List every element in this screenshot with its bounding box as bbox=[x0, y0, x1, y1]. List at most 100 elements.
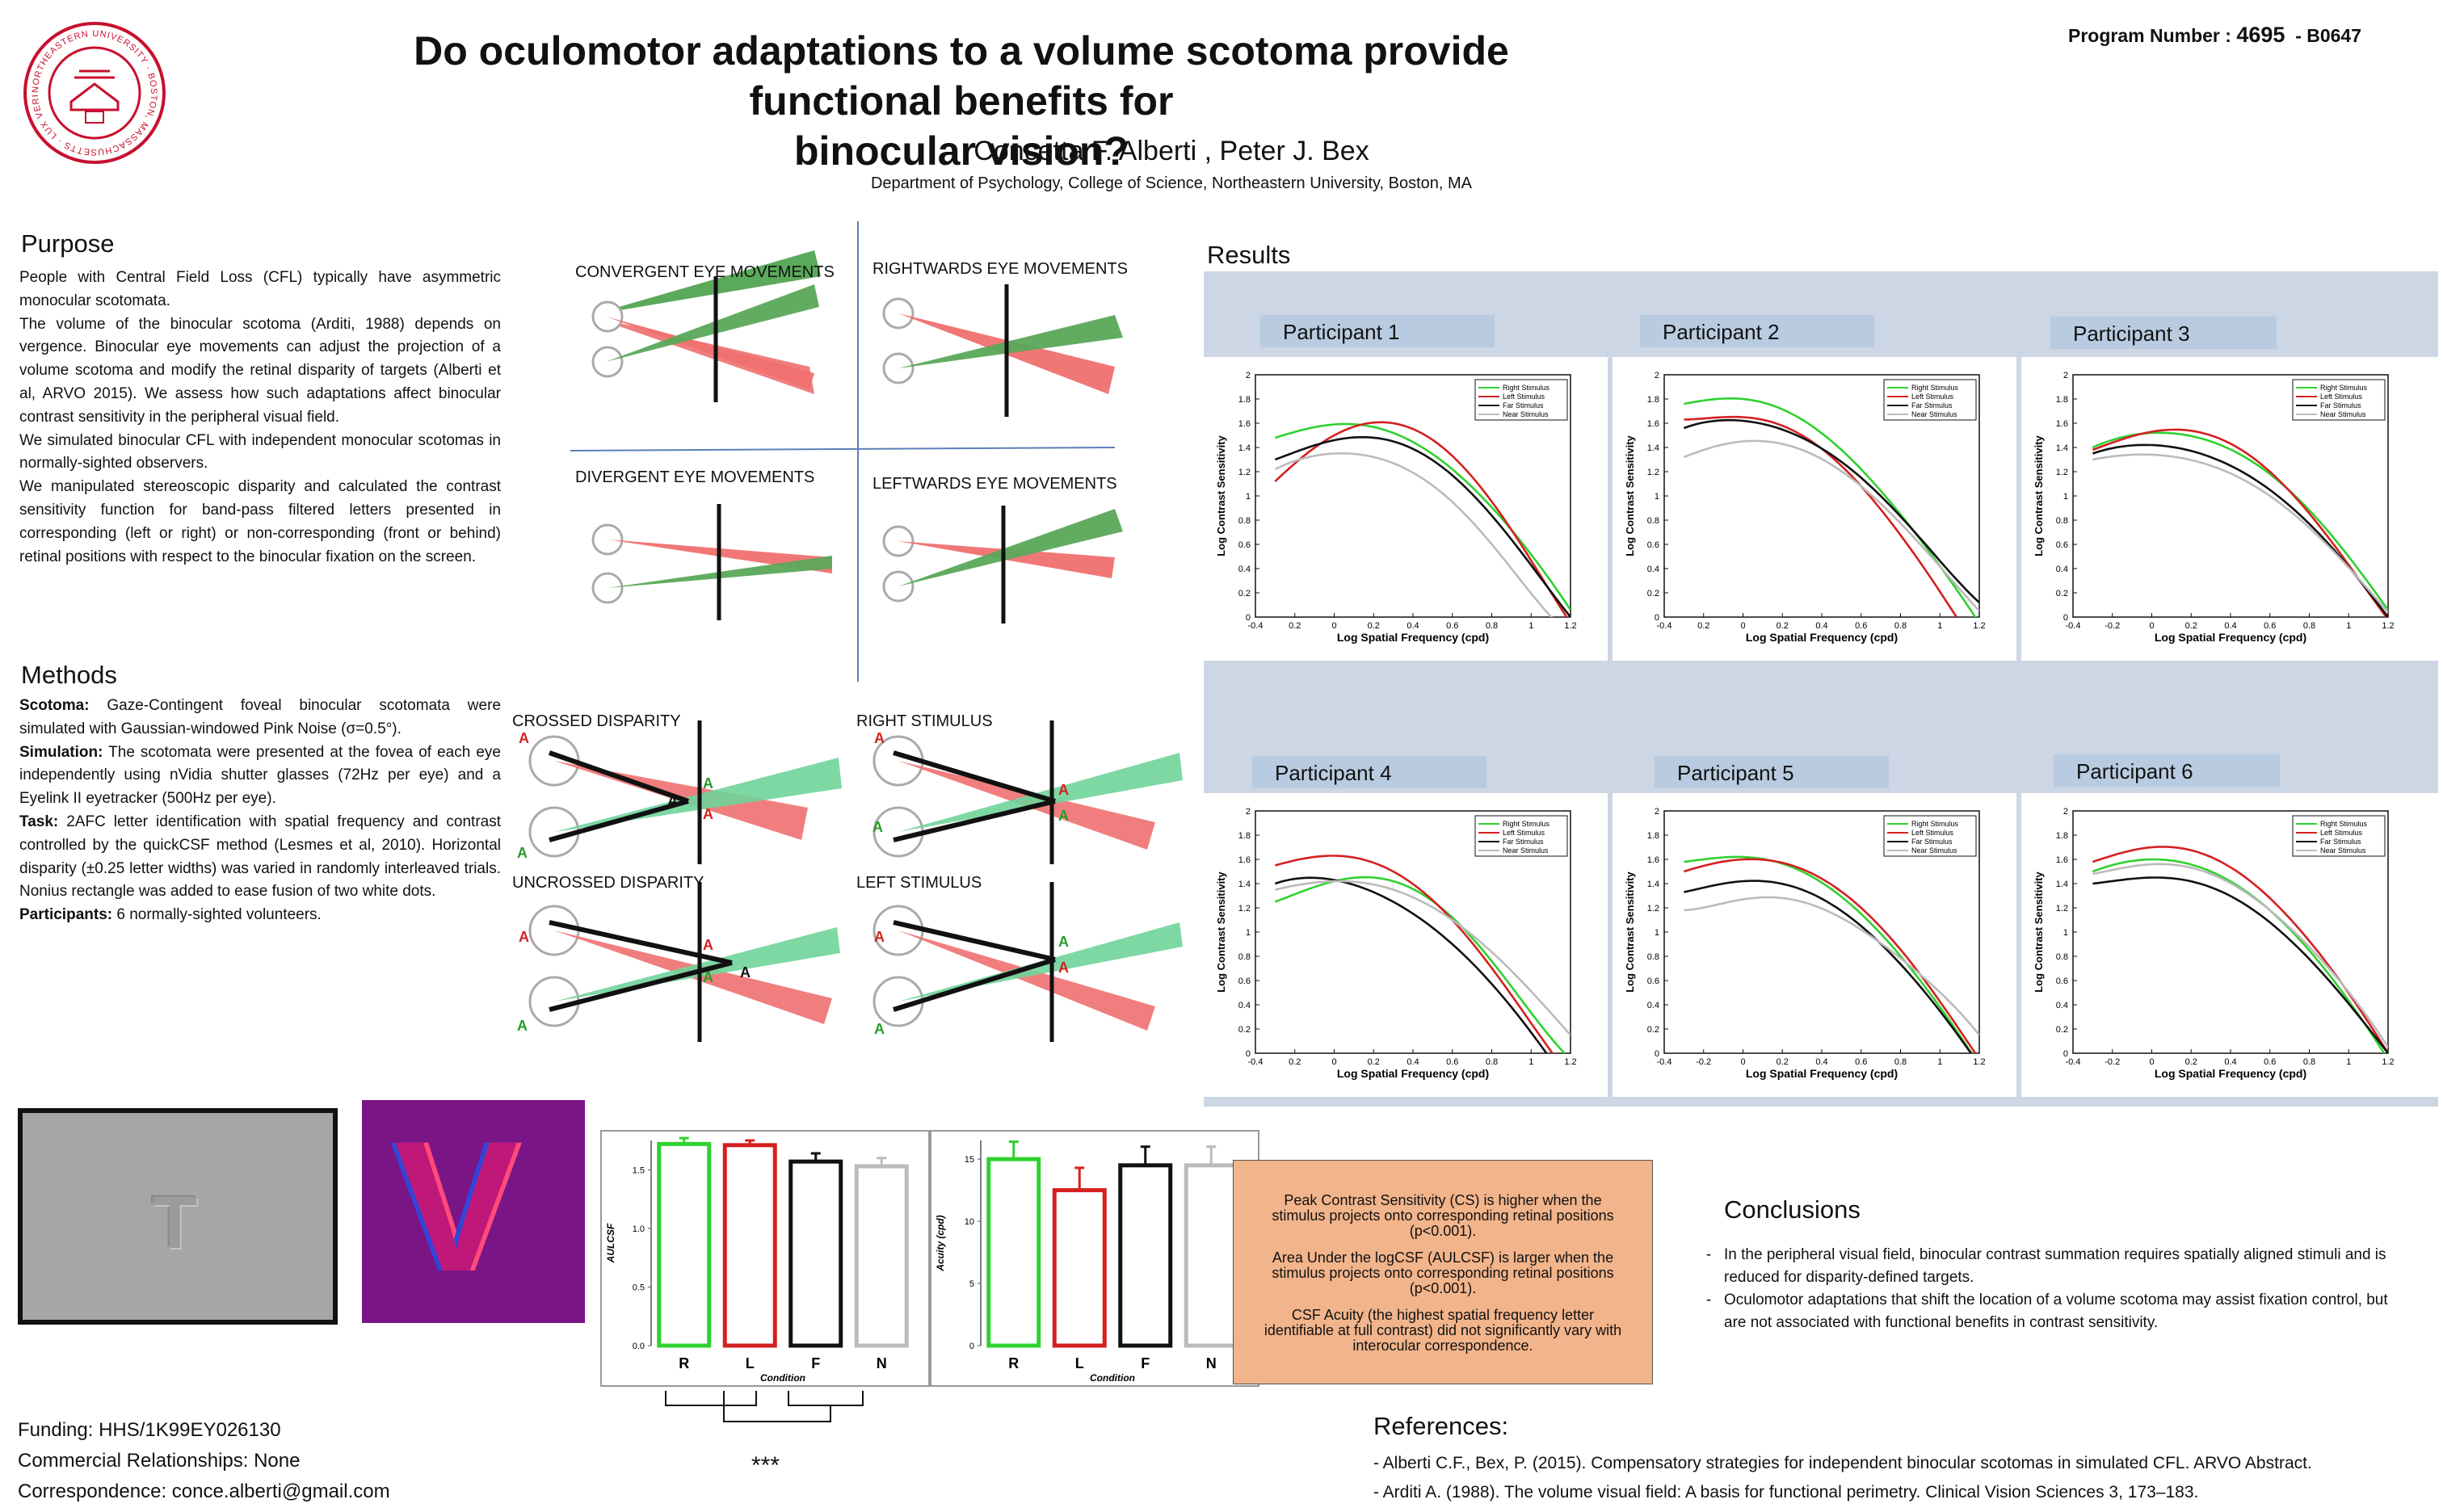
purpose-paragraph: The volume of the binocular scotoma (Ard… bbox=[19, 315, 501, 426]
legend-label: Near Stimulus bbox=[2320, 846, 2366, 855]
method-body: 6 normally-sighted volunteers. bbox=[112, 906, 322, 924]
participant-tab: Participant 4 bbox=[1252, 756, 1486, 788]
series-line bbox=[1275, 880, 1570, 1036]
department: Department of Psychology, College of Sci… bbox=[870, 174, 1473, 192]
legend-label: Left Stimulus bbox=[1503, 829, 1545, 837]
disparity-diagrams: A A A A A A A A A A A A A A A A A A bbox=[517, 720, 1183, 1042]
label-crossed-disparity: CROSSED DISPARITY bbox=[512, 712, 681, 730]
summary-point: Peak Contrast Sensitivity (CS) is higher… bbox=[1272, 1192, 1614, 1239]
series-line bbox=[2092, 876, 2388, 1053]
x-tick-label: 0.2 bbox=[1777, 1057, 1789, 1067]
y-tick-label: 1.8 bbox=[2056, 395, 2068, 405]
bar bbox=[854, 1164, 909, 1348]
marker-a: A bbox=[872, 819, 883, 835]
series-line bbox=[1684, 415, 1958, 617]
marker-a: A bbox=[1058, 960, 1069, 976]
y-tick-label: 1.6 bbox=[2056, 855, 2068, 865]
y-tick-label: 0.4 bbox=[2056, 1001, 2068, 1010]
label-divergent: DIVERGENT EYE MOVEMENTS bbox=[575, 468, 815, 486]
y-tick-label: 1.6 bbox=[1647, 419, 1659, 429]
method-item: Participants: 6 normally-sighted volunte… bbox=[19, 904, 501, 927]
method-body: Gaze-Contingent foveal binocular scotoma… bbox=[19, 697, 501, 737]
x-tick-label: 1.2 bbox=[1564, 1057, 1576, 1067]
x-tick-label: 0.4 bbox=[1815, 1057, 1827, 1067]
x-tick-label: 1 bbox=[2346, 1057, 2351, 1067]
category-label: N bbox=[877, 1355, 887, 1371]
marker-a: A bbox=[874, 1021, 885, 1037]
y-tick-label: 0.4 bbox=[1238, 1001, 1251, 1010]
y-tick-label: 2 bbox=[2063, 807, 2068, 817]
y-axis-label: Log Contrast Sensitivity bbox=[1215, 435, 1227, 556]
program-info: Program Number : 4695 - B0647 bbox=[2068, 23, 2361, 48]
bar bbox=[657, 1141, 712, 1348]
x-tick-label: 1.2 bbox=[1973, 621, 1985, 631]
marker-a: A bbox=[667, 793, 678, 809]
stimulus-example-gray: T bbox=[18, 1108, 338, 1325]
x-tick-label: -0.2 bbox=[2105, 1057, 2120, 1067]
y-axis-label: AULCSF bbox=[605, 1223, 616, 1263]
x-tick-label: 0.8 bbox=[1486, 1057, 1498, 1067]
x-axis-label: Log Spatial Frequency (cpd) bbox=[1337, 631, 1489, 644]
y-tick-label: 0 bbox=[2063, 613, 2068, 623]
category-label: F bbox=[1141, 1355, 1150, 1371]
participant-plot-box: 0 0.2 0.4 0.6 0.8 1 1.2 1.4 1.6 1.8 2 -0.4 -0.2 0 0.2 0… bbox=[2021, 357, 2438, 661]
x-tick-label: 0 bbox=[2149, 1057, 2154, 1067]
x-tick-label: 0.2 bbox=[2185, 1057, 2197, 1067]
purpose-text: People with Central Field Loss (CFL) typ… bbox=[19, 267, 501, 569]
filtered-letter: V bbox=[394, 1102, 519, 1310]
series-line bbox=[1274, 876, 1566, 1053]
y-tick-label: 1.0 bbox=[633, 1224, 645, 1234]
legend-box bbox=[1883, 815, 1977, 857]
category-label: F bbox=[811, 1355, 820, 1371]
y-tick-label: 2 bbox=[1655, 807, 1659, 817]
marker-a: A bbox=[1058, 808, 1069, 824]
x-tick-label: 0 bbox=[1331, 1057, 1336, 1067]
conclusion-item: In the peripheral visual field, binocula… bbox=[1724, 1244, 2411, 1289]
summary-box: Peak Contrast Sensitivity (CS) is higher… bbox=[1233, 1160, 1653, 1384]
bar bbox=[986, 1157, 1041, 1348]
bar bbox=[788, 1159, 843, 1348]
legend-label: Left Stimulus bbox=[1911, 829, 1954, 837]
x-tick-label: 0 bbox=[1740, 621, 1745, 631]
eye-movement-diagrams bbox=[570, 221, 1123, 682]
bar bbox=[1052, 1188, 1107, 1348]
conclusions-heading: Conclusions bbox=[1724, 1195, 1861, 1224]
legend-label: Far Stimulus bbox=[1911, 838, 1953, 846]
x-tick-label: 0.6 bbox=[2264, 1057, 2276, 1067]
bar bbox=[1118, 1163, 1173, 1348]
y-tick-label: 2 bbox=[1246, 371, 1251, 380]
category-label: L bbox=[746, 1355, 755, 1371]
x-tick-label: -0.4 bbox=[2066, 621, 2081, 631]
y-tick-label: 1.2 bbox=[2056, 468, 2068, 477]
x-tick-label: 0.8 bbox=[1894, 621, 1907, 631]
y-tick-label: 0 bbox=[1246, 1049, 1251, 1059]
marker-a: A bbox=[874, 730, 885, 746]
references-heading: References: bbox=[1373, 1412, 1509, 1440]
correspondence: Correspondence: conce.alberti@gmail.com bbox=[18, 1480, 390, 1502]
purpose-paragraph: We manipulated stereoscopic disparity an… bbox=[19, 478, 501, 565]
y-tick-label: 0 bbox=[1655, 613, 1659, 623]
marker-a: A bbox=[703, 969, 713, 985]
x-tick-label: 0.2 bbox=[1368, 621, 1380, 631]
y-tick-label: 1 bbox=[2063, 492, 2068, 502]
series-line bbox=[1275, 855, 1554, 1053]
methods-heading: Methods bbox=[21, 661, 117, 689]
authors: Concetta F. Alberti , Peter J. Bex bbox=[973, 136, 1369, 166]
y-tick-label: 1.4 bbox=[1238, 443, 1251, 453]
x-tick-label: 0.6 bbox=[1446, 1057, 1458, 1067]
participant-plot-box: 0 0.2 0.4 0.6 0.8 1 1.2 1.4 1.6 1.8 2 -0.4 0.2 0 0.2 0.… bbox=[1204, 357, 1608, 661]
x-axis-label: Condition bbox=[760, 1372, 805, 1384]
x-axis-label: Condition bbox=[1090, 1372, 1135, 1384]
references-list: - Alberti C.F., Bex, P. (2015). Compensa… bbox=[1373, 1449, 2432, 1507]
series-line bbox=[2092, 443, 2388, 617]
method-item: Task: 2AFC letter identification with sp… bbox=[19, 811, 501, 904]
series-line bbox=[1684, 896, 1979, 1036]
marker-a: A bbox=[1058, 782, 1069, 798]
participant-tab: Participant 1 bbox=[1260, 315, 1495, 347]
y-tick-label: 1.6 bbox=[1647, 855, 1659, 865]
series-line bbox=[1683, 418, 1979, 603]
legend-box bbox=[1883, 379, 1977, 421]
curves bbox=[1683, 397, 1979, 617]
x-tick-label: 1.2 bbox=[1973, 1057, 1985, 1067]
legend-label: Far Stimulus bbox=[1911, 401, 1953, 410]
